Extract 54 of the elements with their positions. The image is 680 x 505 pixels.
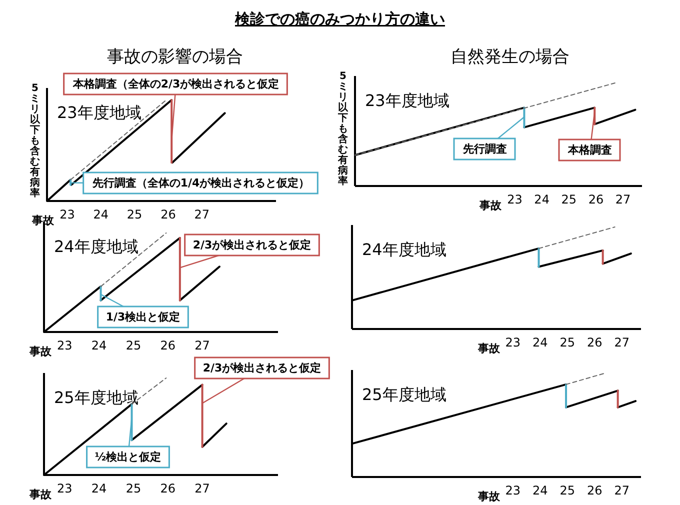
x-axis-title: 事故 [478,199,503,212]
x-tick-label: 25 [126,482,142,496]
chart-subtitle: 事故の影響の場合 [107,47,243,67]
x-tick-label: 23 [505,484,520,498]
x-tick-label: 26 [587,336,602,350]
annotation: 1/3検出と仮定 [106,310,180,324]
x-tick-label: 27 [194,482,210,496]
x-tick-label: 23 [60,208,75,222]
chart-subtitle: 自然発生の場合 [450,47,570,67]
x-tick-label: 26 [587,484,602,498]
x-tick-label: 27 [614,484,630,498]
annotation: 本格調査（全体の2/3が検出されると仮定 [72,78,280,90]
x-axis-title: 事故 [476,342,501,355]
x-tick-label: 27 [615,192,631,207]
x-tick-label: 26 [160,338,176,353]
annotation: 先行調査（全体の1/4が検出されると仮定） [91,176,310,190]
annotation: 先行調査 [462,142,507,156]
annotation: ½検出と仮定 [94,450,162,464]
x-tick-label: 23 [57,482,72,496]
x-tick-label: 27 [194,208,210,222]
x-tick-label: 23 [505,336,520,350]
x-tick-label: 23 [507,192,522,207]
x-axis-title: 事故 [28,345,53,358]
x-tick-label: 25 [560,336,576,350]
x-tick-label: 24 [91,482,107,496]
text: 検診での癌のみつかり方の違い [234,10,445,28]
x-tick-label: 23 [57,338,72,353]
x-tick-label: 24 [532,484,548,498]
annotation: 2/3が検出されると仮定 [192,238,312,252]
x-tick-label: 26 [160,482,176,496]
x-tick-label: 25 [560,484,576,498]
text: 24年度地域 [362,240,446,259]
x-tick-label: 25 [126,338,142,353]
annotation: 2/3が検出されると仮定 [202,362,322,374]
chart-title: 24年度地域 [54,237,138,256]
x-axis-title: 事故 [28,488,53,501]
text: 5ミリ以下も含む有病率 [338,71,348,187]
x-tick-label: 25 [126,208,142,222]
x-tick-label: 24 [532,336,548,350]
text: 25年度地域 [362,385,446,404]
text: 25年度地域 [54,388,138,407]
text: 5ミリ以下も含む有病率 [30,83,40,199]
x-tick-label: 25 [561,192,577,207]
x-tick-label: 27 [194,338,210,353]
x-tick-label: 26 [588,192,604,207]
chart-title: 23年度地域 [57,103,142,122]
annotation: 本格調査 [567,144,612,156]
x-tick-label: 24 [534,192,550,207]
x-tick-label: 24 [91,338,107,353]
x-tick-label: 24 [93,208,109,222]
x-tick-label: 26 [160,208,176,222]
x-axis-title: 事故 [476,490,501,503]
x-tick-label: 27 [614,336,630,350]
text: 23年度地域 [365,91,450,110]
